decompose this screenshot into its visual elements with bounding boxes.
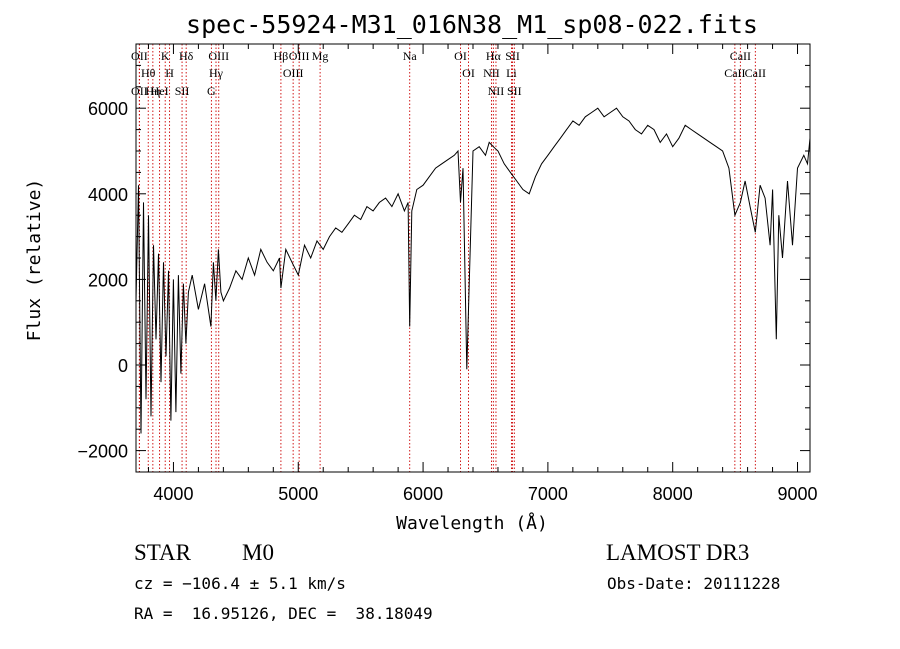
spectral-line-label: G	[207, 84, 216, 98]
spectral-line-label: HeI	[151, 84, 169, 98]
spectral-line-label: CaII	[724, 66, 745, 80]
x-tick-label: 4000	[153, 484, 193, 504]
y-axis-label: Flux (relative)	[24, 179, 45, 342]
x-tick-label: 6000	[403, 484, 443, 504]
x-tick-label: 9000	[777, 484, 817, 504]
x-tick-label: 8000	[653, 484, 693, 504]
x-axis-label: Wavelength (Å)	[396, 512, 548, 534]
spectral-line-label: Hη	[145, 84, 160, 98]
spectral-line-label: NII	[483, 66, 500, 80]
spectral-line-label: CaII	[745, 66, 766, 80]
axis-ticks	[136, 43, 810, 473]
spectral-line-label: OII	[131, 84, 148, 98]
spectral-line-label: K	[161, 49, 170, 63]
axis-tick-labels: 4000 5000 6000 7000 8000 9000 −2000 0 2000 4000 60…	[77, 99, 817, 504]
survey-name: LAMOST DR3	[606, 540, 750, 565]
spectral-line-label: Hγ	[209, 66, 224, 80]
y-tick-label: 2000	[88, 270, 128, 290]
redshift-velocity: cz = −106.4 ± 5.1 km/s	[134, 574, 346, 593]
spectral-line-label: Hδ	[179, 49, 194, 63]
spectral-line-label: OIII	[283, 66, 304, 80]
spectral-line-label: OIII	[208, 49, 229, 63]
object-subclass: M0	[242, 540, 274, 565]
spectral-line-label: SII	[505, 49, 520, 63]
spectral-line-label: NII	[488, 84, 505, 98]
spectral-line-label: OI	[462, 66, 475, 80]
spectral-line-markers	[138, 44, 756, 472]
y-tick-label: 6000	[88, 99, 128, 119]
spectral-line-label: SII	[507, 84, 522, 98]
spectrum-line	[135, 107, 811, 434]
spectral-line-label: H	[165, 66, 174, 80]
spectral-line-label: Li	[506, 66, 517, 80]
plot-frame	[135, 43, 811, 473]
x-tick-label: 7000	[528, 484, 568, 504]
chart-title: spec-55924-M31_016N38_M1_sp08-022.fits	[186, 10, 758, 39]
spectral-line-label: CaII	[730, 49, 751, 63]
spectral-line-label: Mg	[312, 49, 329, 63]
coordinates: RA = 16.95126, DEC = 38.18049	[134, 604, 433, 623]
spectral-line-label: OIII	[289, 49, 310, 63]
observation-date: Obs-Date: 20111228	[607, 574, 781, 593]
spectral-line-label: OII	[131, 49, 148, 63]
y-tick-label: 4000	[88, 185, 128, 205]
x-tick-label: 5000	[278, 484, 318, 504]
spectral-line-label: OI	[454, 49, 467, 63]
spectral-line-label: Hα	[486, 49, 502, 63]
y-tick-label: −2000	[77, 442, 128, 462]
object-class: STAR	[134, 540, 191, 565]
spectral-line-label: Hβ	[274, 49, 289, 63]
spectral-line-label: SII	[175, 84, 190, 98]
spectrum-chart: spec-55924-M31_016N38_M1_sp08-022.fits W…	[24, 10, 818, 534]
spectral-line-label: Na	[403, 49, 418, 63]
y-tick-label: 0	[118, 356, 128, 376]
spectral-line-label: Hθ	[141, 66, 156, 80]
